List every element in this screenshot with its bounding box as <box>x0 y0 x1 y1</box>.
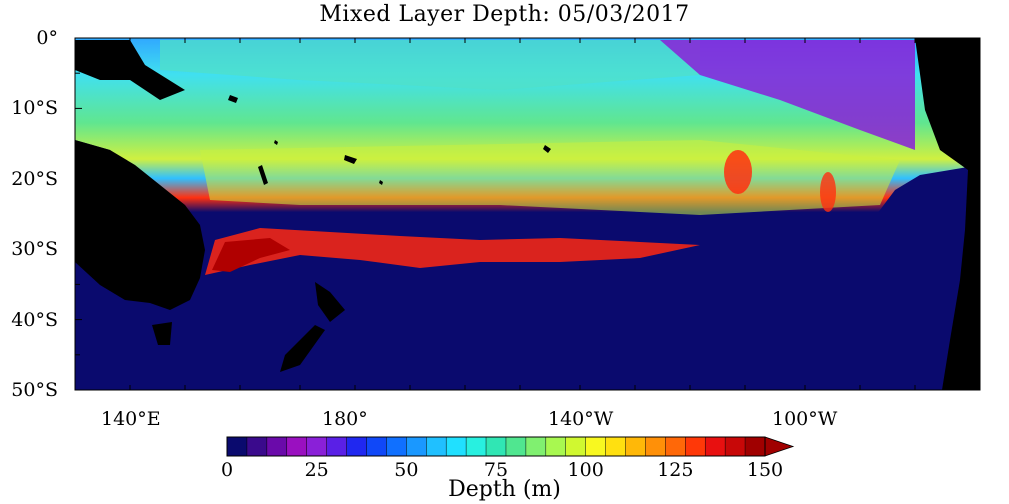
colorbar-bin <box>685 437 706 456</box>
new-zealand-north <box>315 282 345 322</box>
colorbar-bin <box>386 437 407 456</box>
lon-label-140e: 140°E <box>101 408 161 430</box>
colorbar-bin <box>326 437 347 456</box>
colorbar-units-label: Depth (m) <box>448 477 561 502</box>
colorbar-bin <box>486 437 507 456</box>
colorbar-bin <box>625 437 646 456</box>
lon-ticks <box>129 38 971 390</box>
colorbar-bin <box>466 437 487 456</box>
colorbar-bin <box>227 437 248 456</box>
colorbar-bin <box>266 437 288 456</box>
colorbar-extend-arrow <box>764 436 795 457</box>
colorbar-bin <box>605 437 626 456</box>
map-field <box>75 38 980 390</box>
equatorial-band <box>160 40 700 90</box>
colorbar-bin <box>366 437 387 456</box>
colorbar-bin <box>306 437 327 456</box>
colorbar-bin <box>446 437 467 456</box>
colorbar-bin <box>246 437 268 456</box>
colorbar-tick-label: 125 <box>657 459 694 481</box>
colorbar-bin <box>565 437 586 456</box>
new-zealand-south <box>280 325 325 372</box>
colorbar-tick-label: 0 <box>220 459 234 481</box>
lat-label-0: 0° <box>36 27 58 49</box>
lat-label-10s: 10°S <box>11 97 58 119</box>
lat-label-40s: 40°S <box>11 309 58 331</box>
colorbar-tick-label: 150 <box>746 459 784 481</box>
deep-mld-patch-east <box>724 150 752 194</box>
colorbar-bin <box>406 437 427 456</box>
deep-mld-band <box>205 228 700 275</box>
deep-mld-patch-southeast <box>820 172 836 212</box>
colorbar-tick-label: 25 <box>304 459 329 481</box>
colorbar-bin <box>545 437 567 456</box>
australia-land <box>75 140 205 310</box>
colorbar-bin <box>505 437 527 456</box>
lon-label-100w: 100°W <box>772 408 838 430</box>
colorbar-bin <box>745 437 766 456</box>
chart-title: Mixed Layer Depth: 05/03/2017 <box>319 2 690 27</box>
lon-label-140w: 140°W <box>548 408 614 430</box>
colorbar-tick-label: 50 <box>394 459 419 481</box>
subtropical-band <box>200 140 900 215</box>
colorbar-bin <box>426 437 447 456</box>
colorbar-bin <box>705 437 726 456</box>
lat-label-20s: 20°S <box>11 168 58 190</box>
lon-label-180: 180° <box>322 408 368 430</box>
tasmania-land <box>152 322 172 345</box>
colorbar-bin <box>645 437 666 456</box>
colorbar-bin <box>665 437 686 456</box>
deep-mld-core <box>212 238 290 272</box>
colorbar-bin <box>525 437 547 456</box>
colorbar-bin <box>725 437 746 456</box>
eastern-shallow-region <box>660 40 915 150</box>
colorbar-tick-label: 100 <box>567 459 604 481</box>
lat-ticks <box>75 37 980 356</box>
colorbar-bin <box>346 437 367 456</box>
colorbar-tick-label: 75 <box>483 459 509 481</box>
colorbar <box>226 436 795 457</box>
new-guinea-land <box>75 40 185 100</box>
colorbar-outline <box>226 436 766 457</box>
lat-label-50s: 50°S <box>11 379 58 401</box>
colorbar-bin <box>286 437 308 456</box>
colorbar-bin <box>585 437 606 456</box>
lat-label-30s: 30°S <box>11 238 58 260</box>
south-america-land <box>915 38 980 390</box>
